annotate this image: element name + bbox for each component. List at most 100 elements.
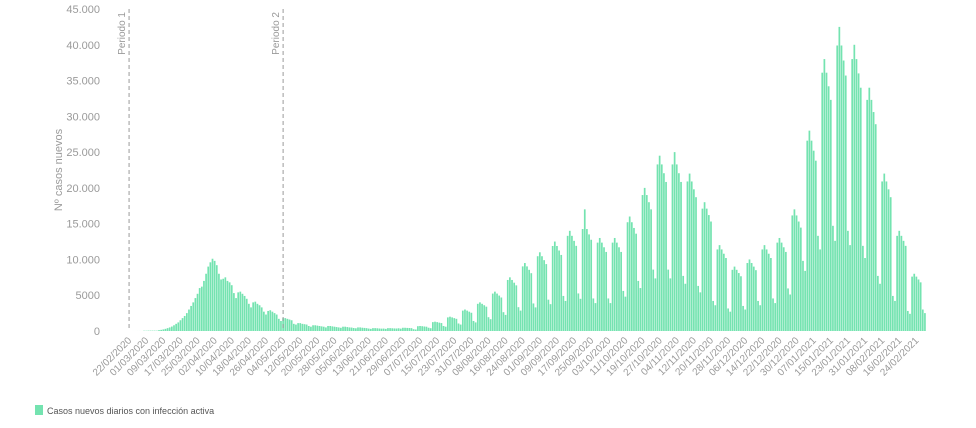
- bar: [577, 293, 580, 331]
- bar: [881, 181, 883, 331]
- bar: [866, 99, 869, 332]
- bar: [707, 215, 710, 331]
- bar: [667, 269, 670, 331]
- bar: [581, 229, 584, 331]
- bar: [410, 328, 413, 331]
- bar: [757, 300, 759, 331]
- bar: [785, 251, 787, 331]
- bar: [524, 263, 526, 331]
- bar: [712, 300, 714, 331]
- bar: [470, 312, 473, 331]
- bar: [780, 242, 783, 331]
- bar: [233, 293, 235, 331]
- bar: [412, 329, 415, 331]
- bar: [853, 44, 856, 332]
- bar: [252, 302, 255, 331]
- bar: [192, 302, 195, 331]
- bar: [592, 298, 595, 331]
- bar: [256, 303, 259, 331]
- bar: [222, 278, 225, 331]
- bar: [318, 325, 321, 331]
- bar: [284, 318, 287, 331]
- bar: [716, 249, 719, 331]
- bar: [579, 298, 582, 331]
- bar: [320, 326, 323, 331]
- bar: [491, 293, 494, 331]
- bar: [329, 325, 332, 331]
- bar: [286, 318, 289, 331]
- bar: [444, 326, 447, 331]
- legend-swatch: [35, 405, 43, 415]
- bar: [196, 293, 199, 331]
- bar: [226, 280, 229, 331]
- bar: [840, 45, 843, 331]
- bar: [678, 173, 680, 331]
- bar: [230, 285, 233, 331]
- bar: [374, 328, 376, 331]
- bar: [755, 270, 757, 331]
- bar: [885, 181, 888, 331]
- bar: [904, 245, 907, 331]
- bar: [228, 282, 231, 331]
- bar: [720, 249, 723, 331]
- bar: [538, 252, 541, 331]
- bar: [254, 301, 257, 331]
- bar: [560, 254, 563, 331]
- bar: [179, 320, 182, 331]
- bar: [265, 314, 267, 331]
- bar: [896, 235, 898, 331]
- bar: [536, 256, 539, 331]
- bar: [457, 323, 460, 331]
- bar: [735, 269, 738, 331]
- bar: [900, 235, 903, 331]
- bar: [547, 299, 550, 331]
- bar: [245, 298, 248, 331]
- bar: [468, 311, 471, 331]
- bar: [466, 310, 468, 331]
- bar: [354, 328, 357, 331]
- bar: [391, 328, 394, 331]
- bar: [650, 209, 652, 331]
- bar: [389, 328, 391, 331]
- bar: [436, 322, 439, 331]
- bar: [686, 181, 689, 331]
- bar: [864, 258, 866, 331]
- bar: [812, 150, 815, 331]
- bar: [224, 277, 227, 331]
- bar: [181, 318, 184, 331]
- bar: [211, 258, 214, 331]
- bar: [710, 221, 712, 331]
- bar: [776, 242, 779, 331]
- bar: [164, 328, 167, 331]
- bar: [502, 312, 505, 331]
- bar: [175, 323, 177, 331]
- bar: [695, 197, 697, 331]
- bar: [725, 258, 727, 331]
- bar: [350, 327, 353, 331]
- bar: [849, 245, 851, 331]
- bar: [414, 329, 417, 331]
- bar: [607, 298, 610, 331]
- bar: [307, 325, 310, 331]
- bar: [459, 324, 462, 331]
- bar: [393, 328, 396, 331]
- bar: [239, 291, 242, 331]
- bar: [423, 326, 426, 331]
- bar: [684, 283, 687, 331]
- bar: [778, 237, 781, 331]
- bar: [624, 296, 627, 331]
- bar: [622, 290, 625, 331]
- bar: [690, 181, 693, 331]
- bar: [432, 322, 434, 331]
- bar: [556, 245, 558, 331]
- bar: [883, 173, 886, 331]
- bar: [654, 278, 657, 331]
- bar: [872, 112, 875, 331]
- bar: [218, 273, 220, 331]
- bar: [177, 322, 180, 331]
- bar: [855, 59, 858, 331]
- y-tick-label: 10.000: [66, 254, 100, 266]
- bar: [543, 260, 545, 331]
- bar: [188, 309, 190, 331]
